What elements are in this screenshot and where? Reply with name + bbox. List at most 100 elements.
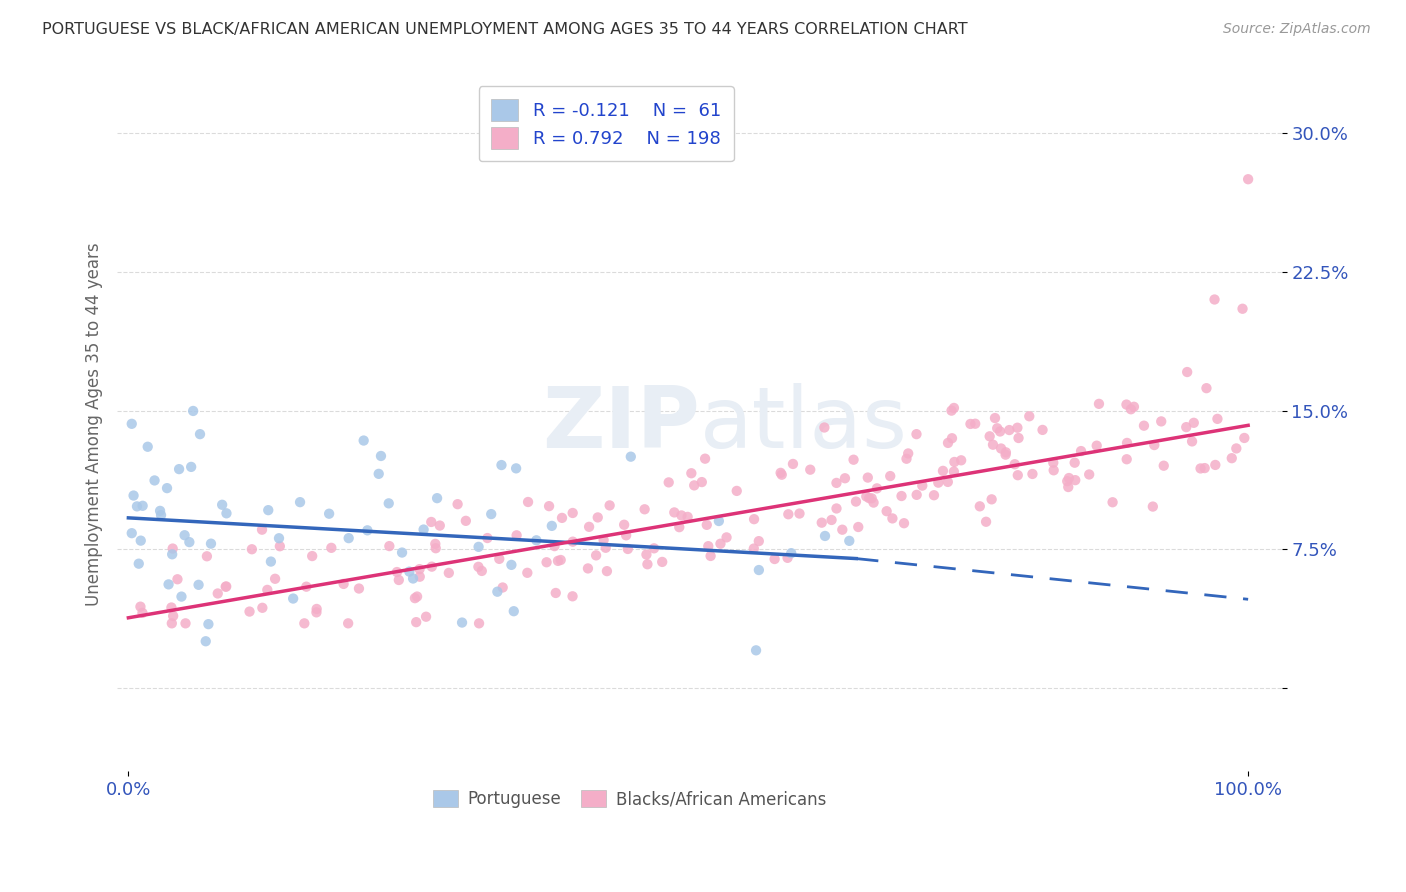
Point — [855, 490, 877, 504]
Point — [260, 555, 283, 569]
Point — [406, 590, 429, 604]
Point — [377, 496, 399, 510]
Point — [856, 470, 879, 484]
Point — [876, 504, 898, 518]
Point — [981, 438, 1004, 452]
Point — [1189, 461, 1212, 475]
Point — [866, 482, 889, 496]
Point — [990, 442, 1012, 456]
Point — [136, 440, 159, 454]
Point — [162, 609, 184, 624]
Point — [595, 541, 617, 555]
Point — [404, 591, 426, 606]
Point — [408, 562, 430, 576]
Point — [398, 565, 420, 579]
Point — [425, 537, 447, 551]
Point — [160, 600, 183, 615]
Point — [596, 564, 619, 578]
Point — [911, 478, 934, 492]
Point — [633, 502, 655, 516]
Point — [550, 553, 572, 567]
Point — [367, 467, 389, 481]
Point — [412, 523, 434, 537]
Point — [337, 531, 360, 545]
Point — [922, 488, 945, 502]
Point — [699, 549, 721, 563]
Point — [405, 615, 427, 629]
Point — [858, 491, 880, 505]
Point — [157, 577, 180, 591]
Point — [479, 507, 502, 521]
Point — [636, 558, 658, 572]
Y-axis label: Unemployment Among Ages 35 to 44 years: Unemployment Among Ages 35 to 44 years — [86, 243, 103, 607]
Point — [676, 509, 699, 524]
Point — [1116, 436, 1139, 450]
Point — [778, 508, 800, 522]
Point — [425, 541, 447, 556]
Point — [725, 483, 748, 498]
Point — [1182, 416, 1205, 430]
Point — [586, 510, 609, 524]
Point — [502, 604, 524, 618]
Point — [1057, 480, 1080, 494]
Point — [664, 505, 686, 519]
Legend: Portuguese, Blacks/African Americans: Portuguese, Blacks/African Americans — [426, 783, 834, 815]
Point — [215, 580, 238, 594]
Point — [488, 552, 510, 566]
Point — [353, 434, 375, 448]
Point — [831, 523, 853, 537]
Point — [160, 547, 183, 561]
Point — [492, 581, 515, 595]
Point — [742, 541, 765, 556]
Point — [1195, 381, 1218, 395]
Point — [742, 512, 765, 526]
Point — [415, 609, 437, 624]
Point — [671, 508, 693, 523]
Point — [451, 615, 474, 630]
Point — [905, 488, 928, 502]
Point — [1063, 456, 1085, 470]
Point — [370, 449, 392, 463]
Point — [927, 475, 949, 490]
Point — [305, 605, 328, 619]
Point — [709, 537, 731, 551]
Point — [842, 452, 865, 467]
Point — [318, 507, 340, 521]
Point — [980, 492, 1002, 507]
Point — [256, 582, 278, 597]
Point — [179, 535, 201, 549]
Point — [128, 557, 150, 571]
Point — [1042, 456, 1064, 470]
Point — [748, 534, 770, 549]
Point — [576, 561, 599, 575]
Point — [188, 427, 211, 442]
Point — [121, 526, 143, 541]
Point — [337, 616, 360, 631]
Point — [636, 548, 658, 562]
Point — [347, 582, 370, 596]
Point — [1021, 467, 1043, 481]
Point — [965, 417, 987, 431]
Point — [994, 448, 1017, 462]
Point — [697, 539, 720, 553]
Point — [125, 500, 148, 514]
Point — [491, 458, 513, 472]
Point — [1150, 414, 1173, 428]
Point — [1115, 398, 1137, 412]
Point — [250, 523, 273, 537]
Point — [769, 466, 792, 480]
Point — [825, 475, 848, 490]
Point — [536, 555, 558, 569]
Point — [696, 517, 718, 532]
Point — [264, 572, 287, 586]
Point — [505, 461, 527, 475]
Point — [838, 533, 860, 548]
Point — [882, 511, 904, 525]
Point — [1007, 468, 1029, 483]
Point — [936, 475, 959, 489]
Point — [446, 497, 468, 511]
Point — [860, 491, 883, 506]
Point — [429, 518, 451, 533]
Point — [690, 475, 713, 489]
Point — [378, 539, 401, 553]
